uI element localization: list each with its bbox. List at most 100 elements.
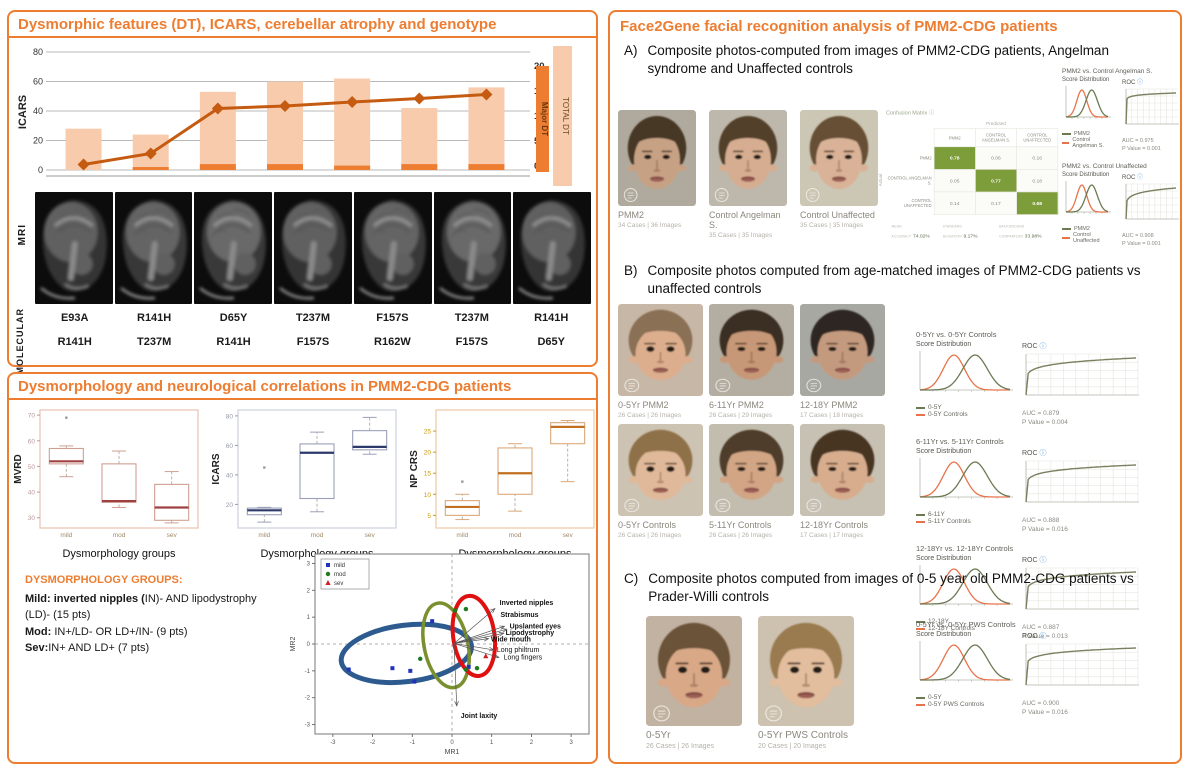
face-meta: 20 Cases | 20 Images bbox=[758, 743, 826, 750]
svg-text:20: 20 bbox=[33, 136, 43, 146]
face-composite-image bbox=[618, 110, 696, 206]
groups-line-bold: Mod: bbox=[25, 625, 52, 638]
pair-title: PMM2 vs. Control Angelman S. bbox=[1062, 68, 1153, 75]
face-meta: 17 Cases | 17 Images bbox=[800, 532, 864, 539]
pair-row: Score Distribution 0-5Y 0-5Y PWS Controls R… bbox=[916, 631, 1178, 717]
svg-text:40: 40 bbox=[28, 490, 36, 497]
cm-col-header: CONTROL UNAFFECTED bbox=[1016, 128, 1059, 148]
score-distribution-block: Score Distribution PMM2 Control Unaffected bbox=[1062, 172, 1114, 244]
legend-entry: 12-18Y bbox=[916, 618, 1014, 625]
svg-text:70: 70 bbox=[28, 413, 36, 420]
auc-value: AUC = 0.900 bbox=[1022, 700, 1060, 707]
legend-color-dash bbox=[916, 406, 925, 409]
svg-text:2: 2 bbox=[530, 740, 534, 746]
svg-text:60: 60 bbox=[28, 438, 36, 445]
svg-text:ICARS: ICARS bbox=[211, 453, 222, 484]
cm-stat-label: MEAN ACCURACY bbox=[891, 225, 912, 239]
legend-label: 5-11Y Controls bbox=[928, 518, 971, 526]
roc-block: ROC ⓘ AUC = 0.908 P Value = 0.001 bbox=[1122, 172, 1180, 248]
auc-text: AUC = 0.900 P Value = 0.016 bbox=[1022, 699, 1140, 717]
svg-text:30: 30 bbox=[28, 515, 36, 522]
groups-line-rest: IN+/LD- OR LD+/IN- (9 pts) bbox=[51, 625, 188, 638]
score-distribution-block: Score Distribution PMM2 Control Angelman S… bbox=[1062, 77, 1114, 149]
svg-text:mild: mild bbox=[258, 532, 270, 539]
groups-heading: DYSMORPHOLOGY GROUPS: bbox=[25, 574, 183, 586]
info-icon: ⓘ bbox=[1137, 175, 1144, 182]
genotype-bottom: R141H bbox=[216, 336, 251, 348]
info-icon: ⓘ bbox=[1039, 343, 1047, 350]
genotype-bottom: F157S bbox=[296, 336, 330, 348]
svg-text:60: 60 bbox=[226, 443, 234, 450]
svg-text:Strabismus: Strabismus bbox=[500, 612, 538, 619]
face-composite-image bbox=[646, 616, 742, 726]
section-c-heading: C) Composite photos computed from images… bbox=[624, 570, 1164, 606]
svg-text:Long fingers: Long fingers bbox=[504, 655, 543, 662]
legend-color-dash bbox=[1062, 228, 1071, 231]
pair-row: Score Distribution PMM2 Control Angelman S… bbox=[1062, 77, 1180, 153]
svg-text:Upslanted eyes: Upslanted eyes bbox=[510, 623, 561, 630]
svg-text:NP CRS: NP CRS bbox=[409, 450, 420, 488]
genotype-top: E93A bbox=[60, 312, 89, 324]
cm-cell: 0.68 bbox=[1016, 191, 1059, 215]
svg-text:ICARS: ICARS bbox=[17, 95, 29, 129]
face-card: 0-5Yr PWS Controls 20 Cases | 20 Images bbox=[758, 616, 854, 750]
legend-label: 0-5Y bbox=[928, 694, 942, 701]
roc-block: ROC ⓘ AUC = 0.900 P Value = 0.016 bbox=[1022, 631, 1140, 717]
svg-text:mild: mild bbox=[334, 563, 345, 569]
p-value: P Value = 0.001 bbox=[1122, 145, 1161, 152]
svg-text:MR1: MR1 bbox=[445, 749, 460, 756]
cm-cell: 0.06 bbox=[975, 146, 1017, 170]
cm-row-label: CONTROL UNAFFECTED bbox=[903, 198, 932, 209]
svg-text:Long philtrum: Long philtrum bbox=[497, 647, 540, 654]
groups-line: Sev:IN+ AND LD+ (7 pts) bbox=[25, 640, 283, 657]
cm-stat-label: BACKGROUND COMPARISON bbox=[999, 225, 1025, 239]
mri-image bbox=[433, 192, 512, 304]
roc-title: ROC ⓘ bbox=[1022, 341, 1140, 351]
face-meta: 26 Cases | 26 Images bbox=[618, 412, 682, 419]
dist-roc-pair: PMM2 vs. Control Angelman S. Score Distri… bbox=[1062, 68, 1180, 153]
faces-row-b2: 0-5Yr Controls 26 Cases | 26 Images 5-11Y… bbox=[618, 424, 885, 539]
svg-text:-3: -3 bbox=[330, 740, 336, 746]
pair-title: 12-18Yr vs. 12-18Yr Controls bbox=[916, 544, 1014, 554]
legend-entry: 0-5Y bbox=[916, 694, 1014, 701]
section-b-text: Composite photos computed from age-match… bbox=[647, 263, 1141, 297]
pairs-column-a: PMM2 vs. Control Angelman S. Score Distri… bbox=[1062, 68, 1180, 259]
section-b-label: B) bbox=[624, 263, 638, 278]
score-distribution-block: Score Distribution 12-18Y 12-18Y Controls bbox=[916, 555, 1014, 632]
section-a-text: Composite photos-computed from images of… bbox=[647, 43, 1109, 77]
face-caption: 12-18Yr Controls bbox=[800, 520, 869, 530]
cm-row-label: CONTROL ANGELMAN S. bbox=[887, 175, 932, 186]
faces-row-c: 0-5Yr 26 Cases | 26 Images 0-5Yr PWS Cont… bbox=[646, 616, 854, 750]
svg-text:sev: sev bbox=[334, 581, 343, 587]
legend-label: Control Angelman S. bbox=[1072, 137, 1104, 149]
svg-text:-1: -1 bbox=[410, 740, 416, 746]
cm-cell: 0.78 bbox=[933, 146, 976, 170]
info-icon: ⓘ bbox=[1039, 633, 1047, 640]
svg-text:2: 2 bbox=[307, 588, 311, 594]
roc-block: ROC ⓘ AUC = 0.887 P Value = 0.013 bbox=[1022, 555, 1140, 641]
legend-color-dash bbox=[916, 413, 925, 416]
svg-text:TOTAL DT: TOTAL DT bbox=[561, 97, 570, 135]
svg-text:Lipodystrophy: Lipodystrophy bbox=[506, 630, 555, 637]
cm-stat-value: 33.98% bbox=[1024, 232, 1042, 239]
dist-roc-pair: 12-18Yr vs. 12-18Yr Controls Score Distri… bbox=[916, 544, 1178, 641]
auc-value: AUC = 0.908 bbox=[1122, 233, 1154, 240]
genotype-bottom: F157S bbox=[455, 336, 489, 348]
genotype-bottom: T237M bbox=[137, 336, 172, 348]
dist-legend: PMM2 Control Unaffected bbox=[1062, 226, 1114, 244]
face-caption: 6-11Yr PMM2 bbox=[709, 400, 764, 410]
face-composite-image bbox=[618, 304, 703, 396]
cm-stat: STANDARD DEVIATION 9.17% bbox=[943, 220, 992, 240]
svg-text:MVRD: MVRD bbox=[13, 454, 24, 483]
svg-text:sev: sev bbox=[563, 532, 574, 539]
cm-stat: MEAN ACCURACY 74.02% bbox=[892, 220, 936, 240]
p-value: P Value = 0.016 bbox=[1022, 709, 1068, 717]
legend-color-dash bbox=[1062, 133, 1071, 135]
pair-title: 0-5Yr vs. 0-5Yr PWS Controls bbox=[916, 620, 1016, 629]
roc-title-text: ROC bbox=[1022, 633, 1040, 640]
predicted-label: Predicted bbox=[986, 120, 1006, 127]
legend-color-dash bbox=[1062, 142, 1070, 144]
genotype-top: T237M bbox=[295, 312, 331, 324]
mri-image bbox=[513, 192, 592, 304]
